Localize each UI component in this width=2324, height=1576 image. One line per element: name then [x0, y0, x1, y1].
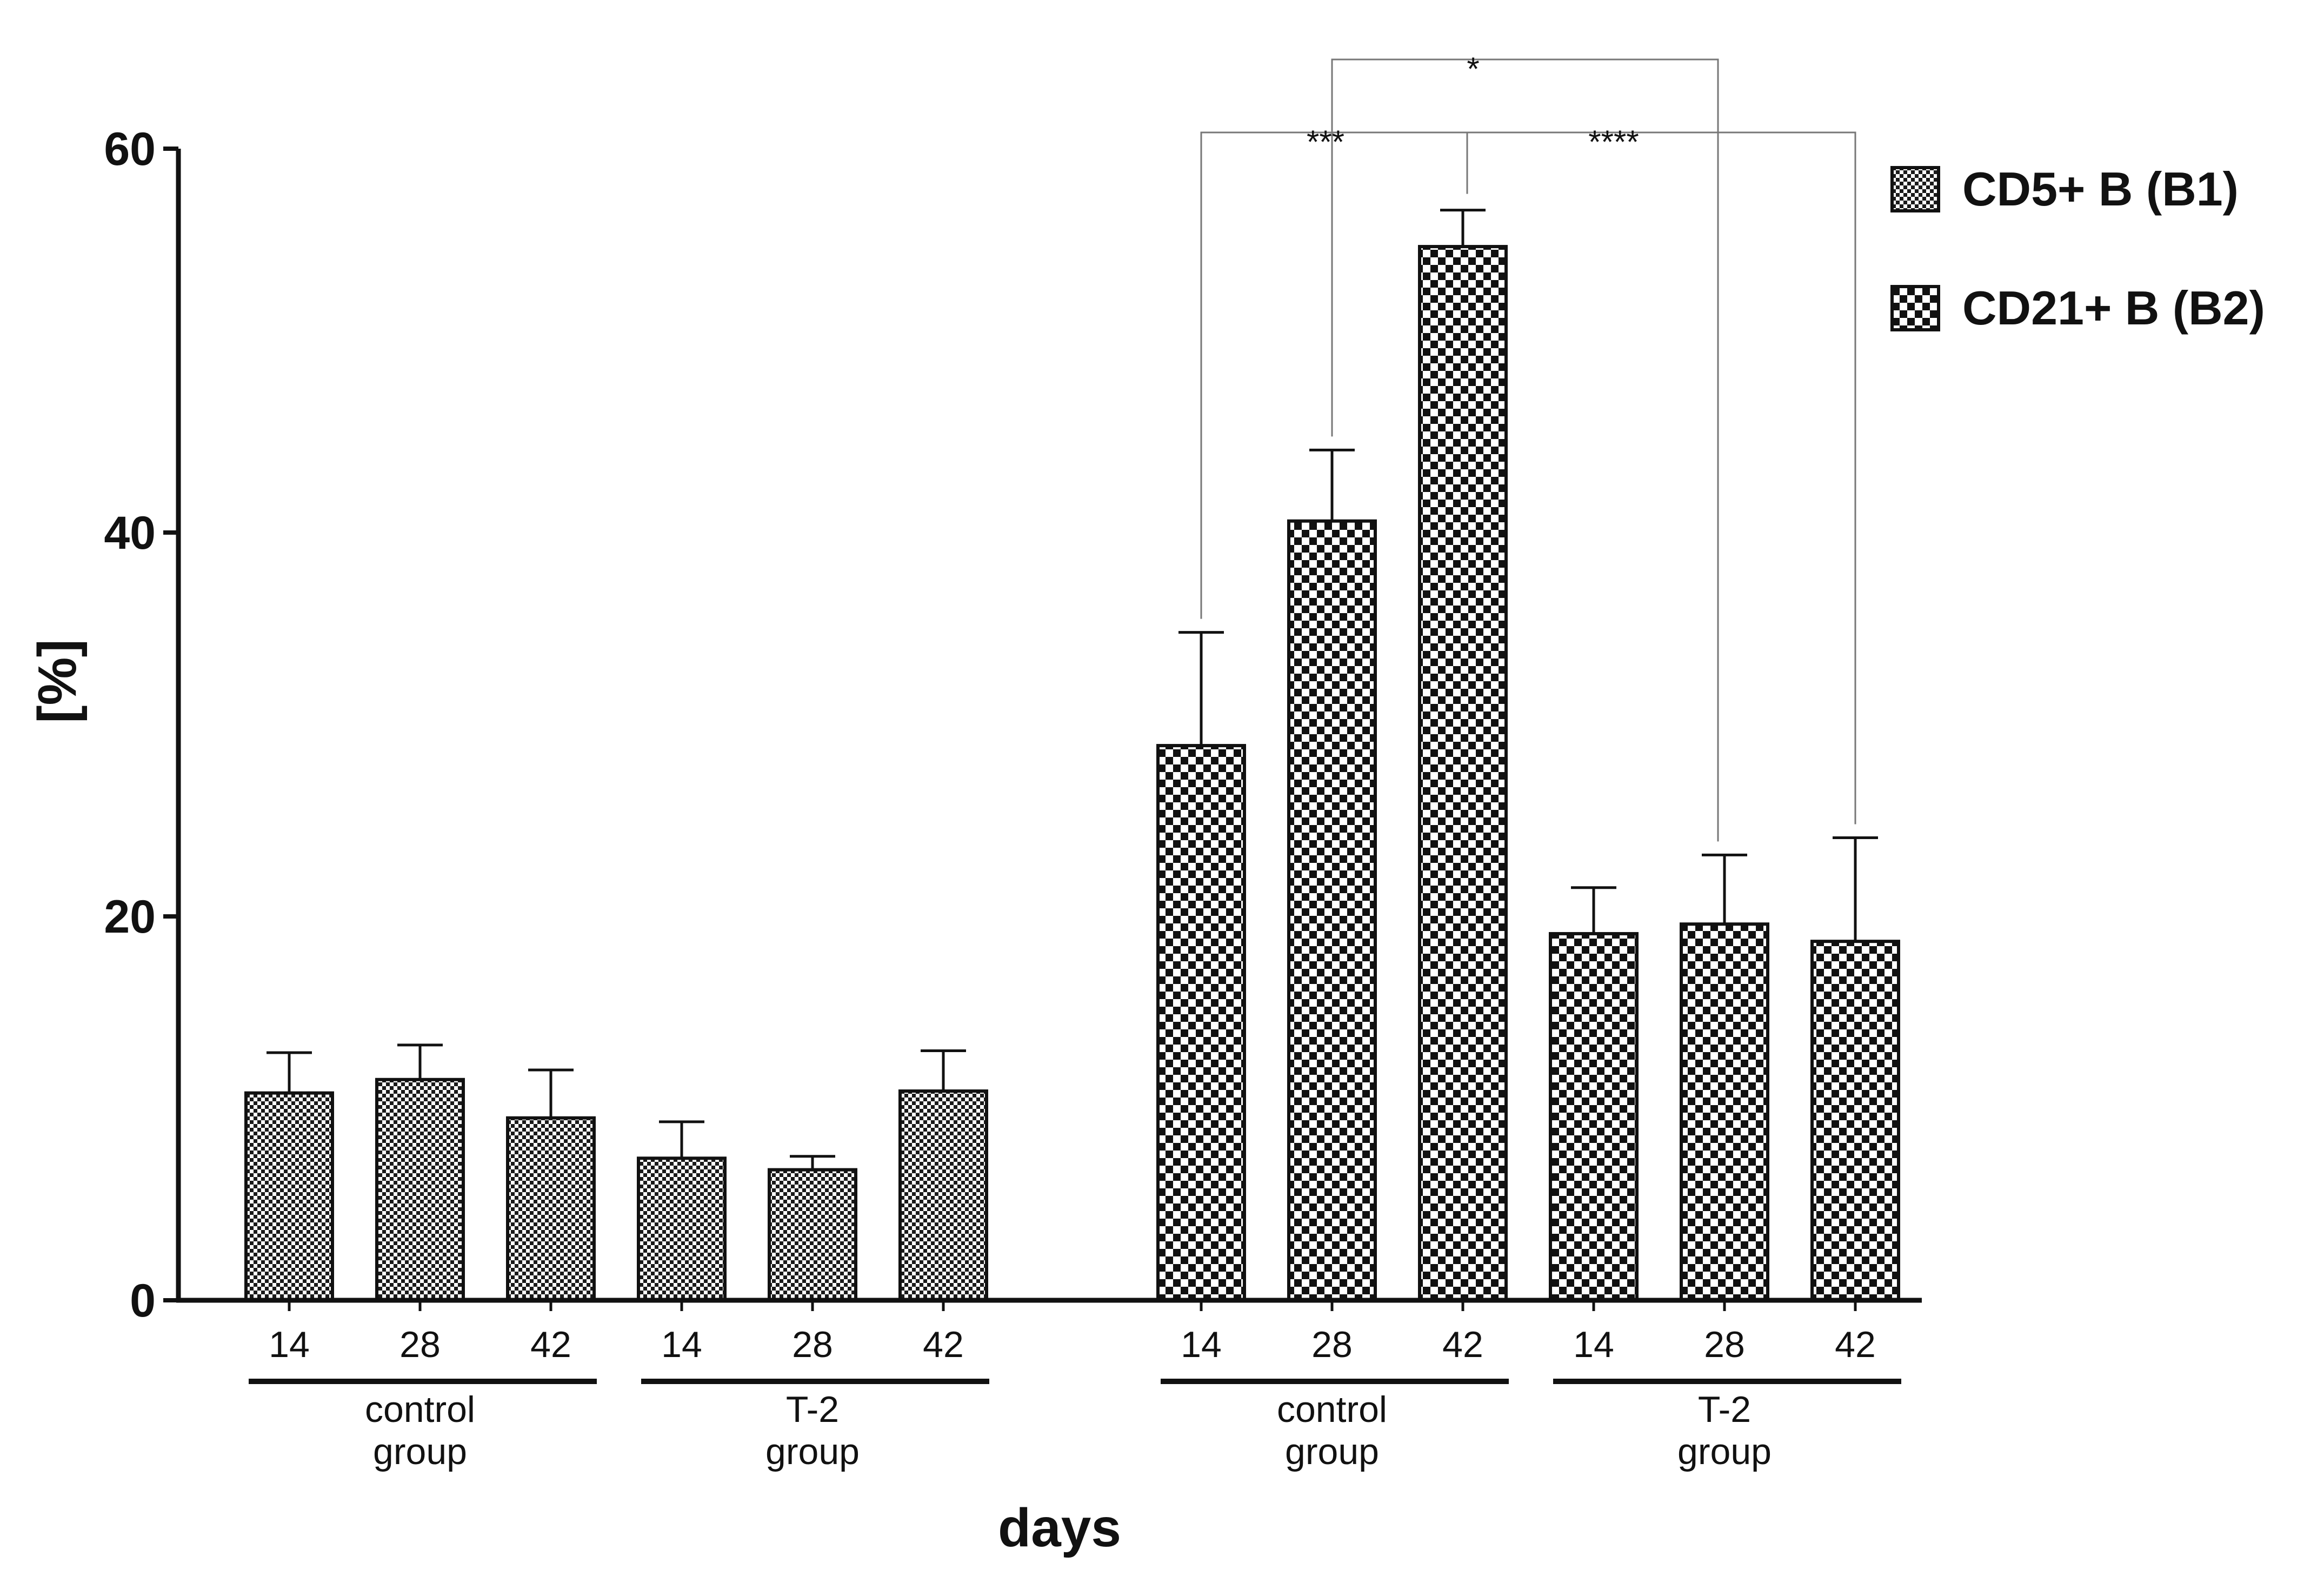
significance-bracket-2-label: ****: [1588, 124, 1639, 160]
bar-s2-5: [1680, 922, 1769, 1302]
y-tick-label: 0: [130, 1275, 156, 1327]
x-tick-label: 42: [1835, 1324, 1876, 1365]
group-label: control group: [1277, 1389, 1387, 1472]
bar-s2-3: [1418, 245, 1508, 1302]
significance-bracket-3: [1331, 58, 1719, 842]
x-tick-label: 28: [792, 1324, 833, 1365]
bar-s2-2: [1287, 519, 1377, 1302]
x-tick-label: 14: [269, 1324, 310, 1365]
legend-label-s2: CD21+ B (B2): [1962, 281, 2265, 335]
x-tick-label: 42: [530, 1324, 571, 1365]
significance-bracket-2: [1466, 131, 1856, 824]
legend-label-s1: CD5+ B (B1): [1962, 162, 2239, 216]
x-tick-label: 42: [1442, 1324, 1483, 1365]
bar-s2-4: [1549, 932, 1639, 1302]
y-tick-label: 40: [104, 507, 156, 559]
legend-swatch-s2: [1890, 285, 1940, 331]
y-tick-label: 60: [104, 123, 156, 175]
bar-s1-3: [506, 1116, 596, 1302]
x-tick-label: 28: [399, 1324, 441, 1365]
x-tick-label: 14: [661, 1324, 702, 1365]
significance-bracket-3-label: *: [1467, 51, 1479, 87]
group-label: control group: [365, 1389, 475, 1472]
significance-bracket-1-label: ***: [1307, 124, 1344, 160]
bar-s1-4: [637, 1156, 727, 1302]
group-label: T-2 group: [1677, 1389, 1772, 1472]
y-axis-label: [%]: [27, 639, 88, 723]
bar-s1-6: [898, 1089, 988, 1302]
bar-s2-1: [1156, 744, 1246, 1302]
x-tick-label: 28: [1311, 1324, 1353, 1365]
bar-s1-1: [244, 1091, 334, 1302]
bar-s1-5: [768, 1168, 857, 1302]
y-tick-label: 20: [104, 891, 156, 943]
x-axis-label: days: [998, 1498, 1121, 1558]
x-tick-label: 14: [1181, 1324, 1222, 1365]
legend-swatch-s1: [1890, 166, 1940, 212]
bar-s1-2: [375, 1078, 465, 1302]
group-label: T-2 group: [765, 1389, 860, 1472]
x-tick-label: 28: [1704, 1324, 1745, 1365]
x-tick-label: 42: [923, 1324, 964, 1365]
bar-s2-6: [1810, 940, 1900, 1302]
x-tick-label: 14: [1573, 1324, 1614, 1365]
